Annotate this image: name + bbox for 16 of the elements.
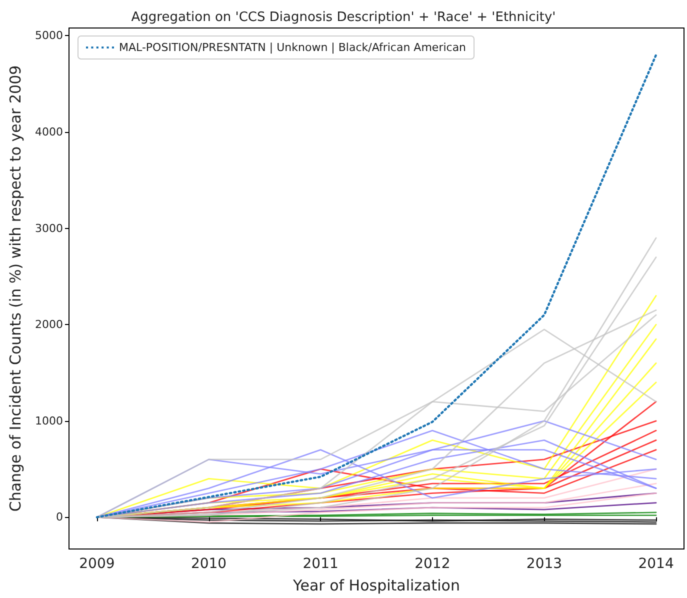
x-tick-label: 2011 (302, 556, 338, 572)
x-tick-label: 2013 (526, 556, 562, 572)
chart-title: Aggregation on 'CCS Diagnosis Description' + 'Race' + 'Ethnicity' (131, 10, 556, 25)
x-tick-label: 2012 (414, 556, 450, 572)
x-tick-label: 2014 (638, 556, 674, 572)
x-axis-title: Year of Hospitalization (292, 576, 460, 594)
x-tick-label: 2010 (190, 556, 227, 572)
y-tick-label: 5000 (35, 29, 63, 42)
y-tick-label: 3000 (35, 222, 63, 235)
y-tick-label: 2000 (35, 318, 63, 332)
y-tick-label: 4000 (35, 126, 63, 139)
legend-label: MAL-POSITION/PRESNTATN | Unknown | Black/African American (119, 41, 466, 54)
y-tick-label: 1000 (35, 414, 63, 428)
y-axis-title: Change of Incident Counts (in %) with respect to year 2009 (6, 65, 24, 512)
x-tick-label: 2009 (79, 556, 115, 572)
y-tick-label: 0 (56, 510, 63, 524)
